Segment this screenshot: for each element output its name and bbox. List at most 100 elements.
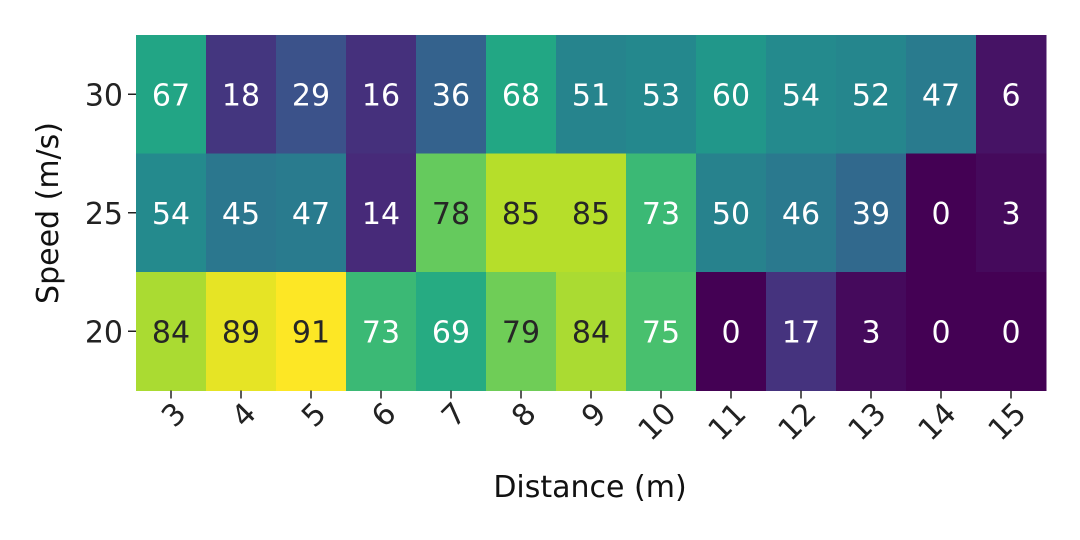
y-tick-label: 20: [85, 315, 123, 350]
cell-value-label: 85: [572, 197, 610, 232]
heatmap-cell-20-5: [276, 272, 347, 391]
x-tick-label: 11: [702, 396, 754, 448]
x-tick-label: 8: [505, 396, 543, 434]
cell-value-label: 18: [222, 78, 260, 113]
heatmap-cell-20-13: [836, 272, 907, 391]
heatmap-cell-30-8: [486, 35, 557, 154]
cell-annotations: 67 18 29 16 36 68 51 53 60 54 52 47 6 54 45 47 14 78 85 85 7…: [152, 78, 1021, 350]
cell-value-label: 89: [222, 315, 260, 350]
y-axis: 30 25 20: [85, 78, 136, 350]
y-tick-label: 25: [85, 197, 123, 232]
heatmap-cell-20-6: [346, 272, 417, 391]
y-axis-label: Speed (m/s): [31, 122, 66, 304]
heatmap-cell-25-4: [206, 153, 277, 273]
cell-value-label: 6: [1001, 78, 1020, 113]
y-tick-label: 30: [85, 78, 123, 113]
heatmap-cell-30-4: [206, 35, 277, 154]
cell-value-label: 0: [931, 315, 950, 350]
cell-value-label: 69: [432, 315, 470, 350]
cell-value-label: 51: [572, 78, 610, 113]
cell-value-label: 73: [362, 315, 400, 350]
x-tick-label: 12: [772, 396, 824, 448]
heatmap-cell-25-11: [696, 153, 767, 273]
heatmap-cell-25-7: [416, 153, 487, 273]
cell-value-label: 53: [642, 78, 680, 113]
cell-value-label: 68: [502, 78, 540, 113]
cell-value-label: 75: [642, 315, 680, 350]
x-tick-label: 7: [435, 396, 473, 434]
heatmap-cell-20-4: [206, 272, 277, 391]
x-axis-label: Distance (m): [493, 470, 686, 505]
heatmap-cell-20-14: [906, 272, 977, 391]
cell-value-label: 73: [642, 197, 680, 232]
heatmap-cell-20-12: [766, 272, 837, 391]
x-axis: 3 4 5 6 7 8 9 10 11 12 13 14 15: [155, 390, 1034, 448]
cell-value-label: 84: [152, 315, 190, 350]
heatmap-cell-30-3: [136, 35, 207, 154]
x-tick-label: 9: [575, 396, 613, 434]
cell-value-label: 17: [782, 315, 820, 350]
heatmap-cell-20-10: [626, 272, 697, 391]
cell-value-label: 45: [222, 197, 260, 232]
cell-value-label: 84: [572, 315, 610, 350]
heatmap-cell-30-12: [766, 35, 837, 154]
cell-value-label: 50: [712, 197, 750, 232]
heatmap-cell-20-8: [486, 272, 557, 391]
x-tick-label: 5: [295, 396, 333, 434]
heatmap-cell-30-6: [346, 35, 417, 154]
heatmap-cells: [136, 35, 1047, 391]
heatmap-cell-25-5: [276, 153, 347, 273]
x-tick-label: 6: [365, 396, 403, 434]
heatmap-cell-25-10: [626, 153, 697, 273]
x-tick-label: 14: [912, 396, 964, 448]
x-tick-label: 13: [842, 396, 894, 448]
cell-value-label: 78: [432, 197, 470, 232]
heatmap-cell-25-9: [556, 153, 627, 273]
x-tick-label: 3: [155, 396, 193, 434]
cell-value-label: 14: [362, 197, 400, 232]
heatmap-cell-25-6: [346, 153, 417, 273]
heatmap-cell-30-14: [906, 35, 977, 154]
heatmap-cell-30-11: [696, 35, 767, 154]
cell-value-label: 0: [1001, 315, 1020, 350]
heatmap-cell-20-11: [696, 272, 767, 391]
cell-value-label: 54: [152, 197, 190, 232]
x-tick-label: 10: [632, 396, 684, 448]
heatmap-cell-30-13: [836, 35, 907, 154]
heatmap-cell-20-9: [556, 272, 627, 391]
cell-value-label: 16: [362, 78, 400, 113]
heatmap-cell-25-15: [976, 153, 1047, 273]
heatmap-cell-30-10: [626, 35, 697, 154]
x-tick-label: 15: [982, 396, 1034, 448]
cell-value-label: 39: [852, 197, 890, 232]
cell-value-label: 85: [502, 197, 540, 232]
heatmap-cell-25-12: [766, 153, 837, 273]
heatmap-cell-25-3: [136, 153, 207, 273]
heatmap-cell-20-3: [136, 272, 207, 391]
heatmap-cell-25-14: [906, 153, 977, 273]
heatmap-cell-25-13: [836, 153, 907, 273]
cell-value-label: 52: [852, 78, 890, 113]
cell-value-label: 3: [861, 315, 880, 350]
cell-value-label: 91: [292, 315, 330, 350]
cell-value-label: 47: [922, 78, 960, 113]
heatmap-cell-20-15: [976, 272, 1047, 391]
cell-value-label: 0: [931, 197, 950, 232]
x-tick-label: 4: [225, 396, 263, 434]
heatmap-cell-30-7: [416, 35, 487, 154]
cell-value-label: 3: [1001, 197, 1020, 232]
heatmap-cell-30-5: [276, 35, 347, 154]
cell-value-label: 36: [432, 78, 470, 113]
cell-value-label: 0: [721, 315, 740, 350]
cell-value-label: 60: [712, 78, 750, 113]
heatmap-cell-20-7: [416, 272, 487, 391]
cell-value-label: 47: [292, 197, 330, 232]
cell-value-label: 29: [292, 78, 330, 113]
cell-value-label: 79: [502, 315, 540, 350]
cell-value-label: 46: [782, 197, 820, 232]
cell-value-label: 54: [782, 78, 820, 113]
cell-value-label: 67: [152, 78, 190, 113]
heatmap-cell-25-8: [486, 153, 557, 273]
heatmap-cell-30-15: [976, 35, 1047, 154]
